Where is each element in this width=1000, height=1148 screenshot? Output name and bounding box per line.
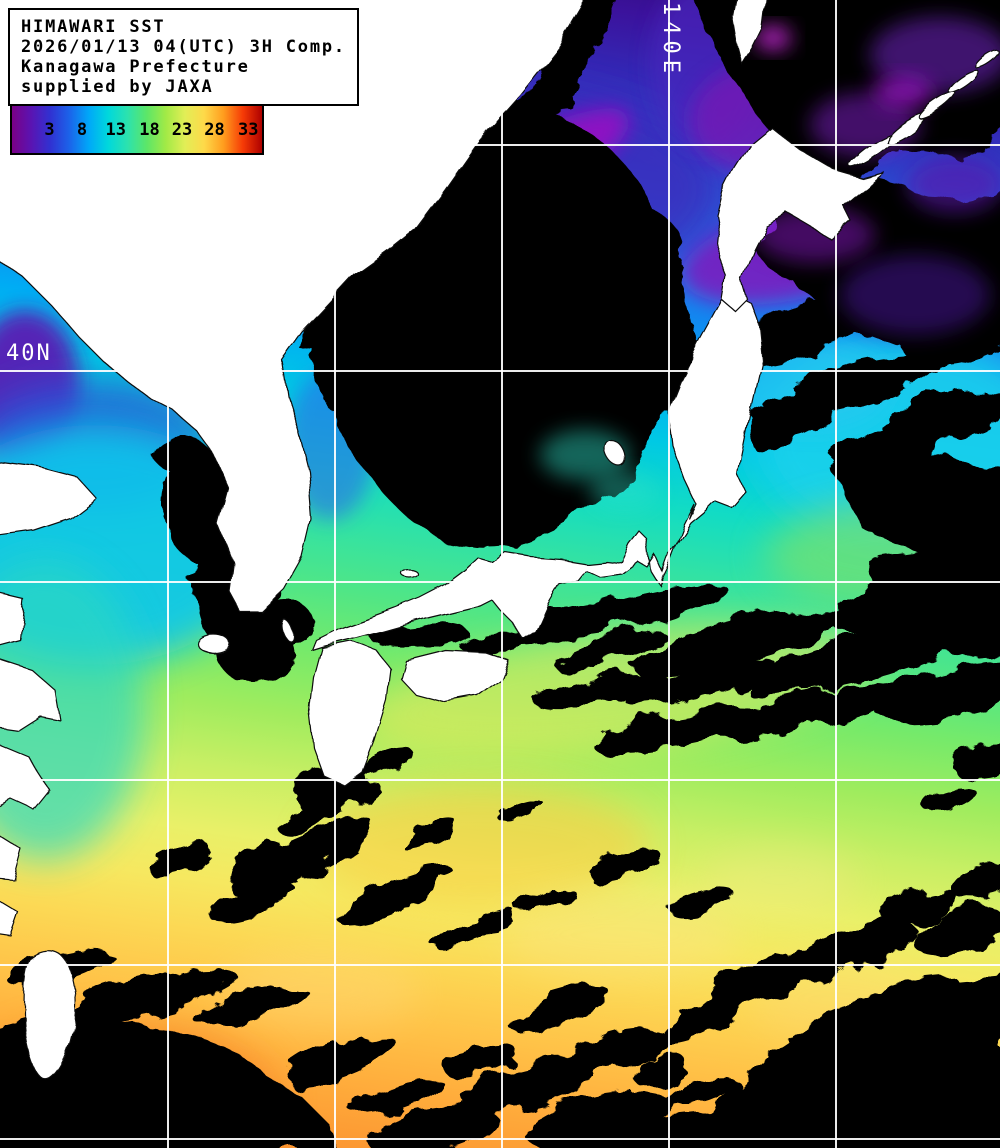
shikoku-island (399, 649, 509, 703)
cloud-mottle-layer (540, 17, 1000, 512)
colorbar-tick-28: 28 (204, 119, 225, 140)
sakhalin-island (731, 0, 766, 66)
timestamp-line: 2026/01/13 04(UTC) 3H Comp. (21, 37, 346, 57)
kuril-island (919, 92, 957, 120)
meridian-line-140e (668, 0, 670, 1148)
sado-island (602, 438, 626, 466)
latitude-grid-label: 40N (6, 341, 52, 366)
longitude-grid-label: 140E (658, 2, 683, 79)
temperature-colorbar: 3 8 13 18 23 28 33 (10, 104, 264, 155)
meridian-line (835, 0, 837, 1148)
colorbar-tick-8: 8 (76, 119, 88, 140)
colorbar-tick-3: 3 (44, 119, 55, 140)
product-title: HIMAWARI SST (21, 17, 166, 37)
colorbar-tick-33: 33 (238, 119, 259, 140)
tsushima-island (280, 618, 294, 642)
kuril-island (948, 70, 980, 94)
parallel-line-40n (0, 370, 1000, 372)
parallel-line (0, 779, 1000, 781)
kyushu-island (309, 641, 391, 786)
region-line: Kanagawa Prefecture (21, 57, 250, 77)
parallel-line (0, 964, 1000, 966)
hokkaido-island (715, 125, 885, 313)
kuril-island (975, 50, 1000, 70)
title-box: HIMAWARI SST 2026/01/13 04(UTC) 3H Comp.… (8, 8, 359, 106)
colorbar-tick-13: 13 (105, 119, 126, 140)
jeju-island (198, 635, 232, 655)
colorbar-tick-18: 18 (139, 119, 160, 140)
oki-island (399, 567, 417, 577)
parallel-line (0, 581, 1000, 583)
meridian-line (167, 0, 169, 1148)
meridian-line (501, 0, 503, 1148)
taiwan-island (23, 951, 76, 1080)
parallel-line (0, 1138, 1000, 1140)
credit-line: supplied by JAXA (21, 77, 214, 97)
shandong-peninsula (0, 462, 97, 536)
china-coast (0, 593, 25, 646)
china-coast (0, 743, 51, 811)
meridian-line (334, 0, 336, 1148)
china-coast (0, 657, 61, 731)
china-coast (0, 835, 23, 881)
china-coast (0, 900, 19, 936)
parallel-line (0, 144, 1000, 146)
colorbar-tick-23: 23 (171, 119, 193, 140)
